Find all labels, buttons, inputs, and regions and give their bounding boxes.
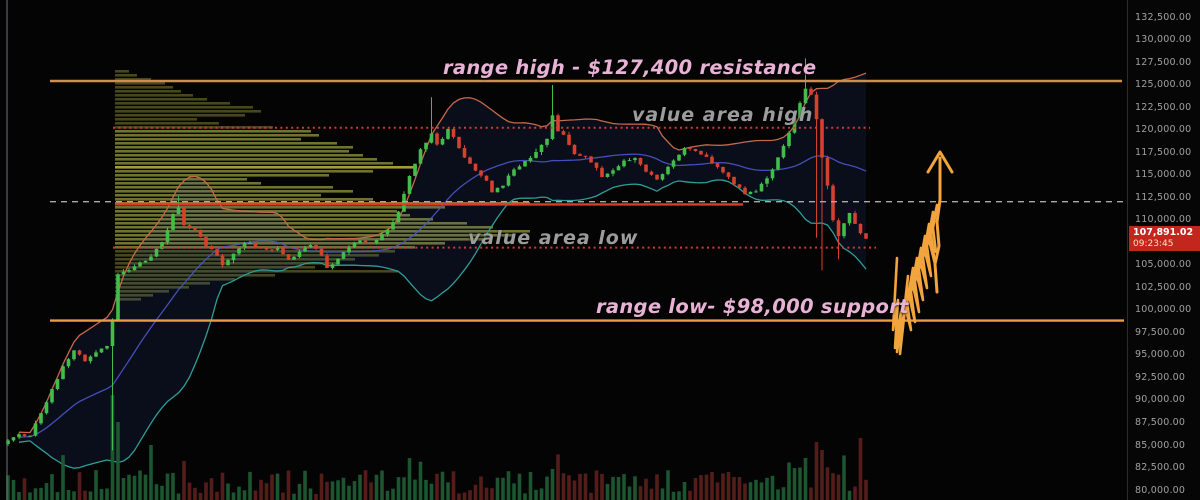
price-axis[interactable]: 107,891.02 09:23:45 132,500.00 130,000.00… <box>1127 0 1200 500</box>
price-tick-label: 85,000.00 <box>1135 439 1186 451</box>
price-tick-label: 112,500.00 <box>1135 191 1192 203</box>
candlestick-layer <box>6 58 868 451</box>
price-tick-label: 127,500.00 <box>1135 56 1192 68</box>
price-tick-label: 87,500.00 <box>1135 416 1186 428</box>
scribble-line <box>891 203 939 356</box>
price-tick-label: 122,500.00 <box>1135 101 1192 113</box>
price-tick-label: 120,000.00 <box>1135 124 1192 136</box>
annotation-value-area-low[interactable]: value area low <box>468 227 639 249</box>
annotation-range-high[interactable]: range high - $127,400 resistance <box>443 56 817 79</box>
annotation-range-low[interactable]: range low- $98,000 support <box>596 295 909 318</box>
price-tick-label: 130,000.00 <box>1135 34 1192 45</box>
last-price-time: 09:23:45 <box>1133 239 1174 250</box>
price-levels-layer[interactable] <box>50 79 1126 322</box>
price-tick-label: 100,000.00 <box>1135 304 1192 316</box>
trend-arrow-drawing[interactable] <box>891 150 954 356</box>
price-tick-label: 132,500.00 <box>1135 11 1192 23</box>
last-price-value: 107,891.02 <box>1133 227 1194 239</box>
price-tick-label: 117,500.00 <box>1135 146 1192 158</box>
price-tick-label: 105,000.00 <box>1135 259 1192 271</box>
annotation-value-area-high[interactable]: value area high <box>632 104 814 126</box>
last-price-badge: 107,891.02 09:23:45 <box>1129 226 1200 252</box>
price-tick-label: 115,000.00 <box>1135 169 1192 181</box>
price-tick-label: 80,000.00 <box>1135 484 1186 496</box>
price-tick-label: 110,000.00 <box>1135 214 1192 226</box>
price-tick-label: 82,500.00 <box>1135 462 1186 473</box>
price-tick-label: 92,500.00 <box>1135 371 1186 383</box>
price-tick-label: 90,000.00 <box>1135 394 1186 406</box>
arrow-shaft <box>933 156 942 294</box>
price-tick-label: 97,500.00 <box>1135 326 1186 338</box>
price-tick-label: 102,500.00 <box>1135 281 1192 293</box>
price-tick-label: 95,000.00 <box>1135 349 1186 361</box>
arrow-head <box>926 150 954 174</box>
price-tick-label: 125,000.00 <box>1135 79 1192 91</box>
